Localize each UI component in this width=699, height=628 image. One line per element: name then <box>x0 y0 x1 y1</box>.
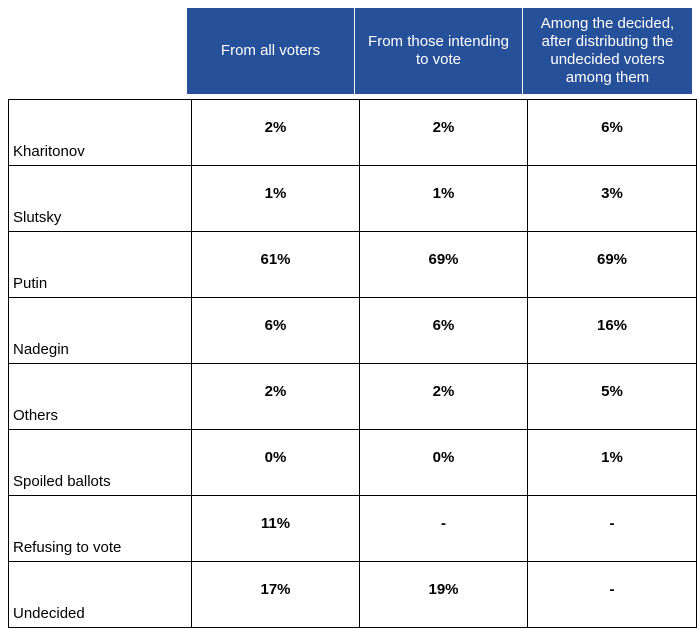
candidate-name: Undecided <box>8 561 192 628</box>
table-row: Others 2% 2% 5% <box>8 363 697 430</box>
candidate-name: Slutsky <box>8 165 192 232</box>
value-all-voters: 6% <box>191 297 360 364</box>
value-intending: 19% <box>359 561 528 628</box>
value-all-voters: 17% <box>191 561 360 628</box>
value-all-voters: 61% <box>191 231 360 298</box>
candidate-name: Others <box>8 363 192 430</box>
value-all-voters: 2% <box>191 363 360 430</box>
table-row: Nadegin 6% 6% 16% <box>8 297 697 364</box>
value-all-voters: 0% <box>191 429 360 496</box>
value-intending: 6% <box>359 297 528 364</box>
candidate-name: Putin <box>8 231 192 298</box>
value-intending: 0% <box>359 429 528 496</box>
results-table: Kharitonov 2% 2% 6% Slutsky 1% 1% 3% Put… <box>8 99 697 628</box>
table-row: Refusing to vote 11% - - <box>8 495 697 562</box>
table-row: Spoiled ballots 0% 0% 1% <box>8 429 697 496</box>
value-decided: 16% <box>527 297 697 364</box>
value-decided: - <box>527 561 697 628</box>
table-row: Slutsky 1% 1% 3% <box>8 165 697 232</box>
table-row: Undecided 17% 19% - <box>8 561 697 628</box>
header-among-decided: Among the decided, after distributing th… <box>523 8 692 94</box>
value-all-voters: 1% <box>191 165 360 232</box>
value-all-voters: 2% <box>191 99 360 166</box>
value-all-voters: 11% <box>191 495 360 562</box>
candidate-name: Kharitonov <box>8 99 192 166</box>
value-decided: 6% <box>527 99 697 166</box>
value-intending: 1% <box>359 165 528 232</box>
value-intending: 2% <box>359 99 528 166</box>
value-decided: 1% <box>527 429 697 496</box>
value-intending: 2% <box>359 363 528 430</box>
header-intending-to-vote: From those intending to vote <box>355 8 522 94</box>
value-intending: - <box>359 495 528 562</box>
table-row: Kharitonov 2% 2% 6% <box>8 99 697 166</box>
candidate-name: Spoiled ballots <box>8 429 192 496</box>
candidate-name: Nadegin <box>8 297 192 364</box>
value-decided: 69% <box>527 231 697 298</box>
candidate-name: Refusing to vote <box>8 495 192 562</box>
header-all-voters: From all voters <box>187 8 354 94</box>
value-decided: - <box>527 495 697 562</box>
value-intending: 69% <box>359 231 528 298</box>
table-row: Putin 61% 69% 69% <box>8 231 697 298</box>
value-decided: 5% <box>527 363 697 430</box>
value-decided: 3% <box>527 165 697 232</box>
